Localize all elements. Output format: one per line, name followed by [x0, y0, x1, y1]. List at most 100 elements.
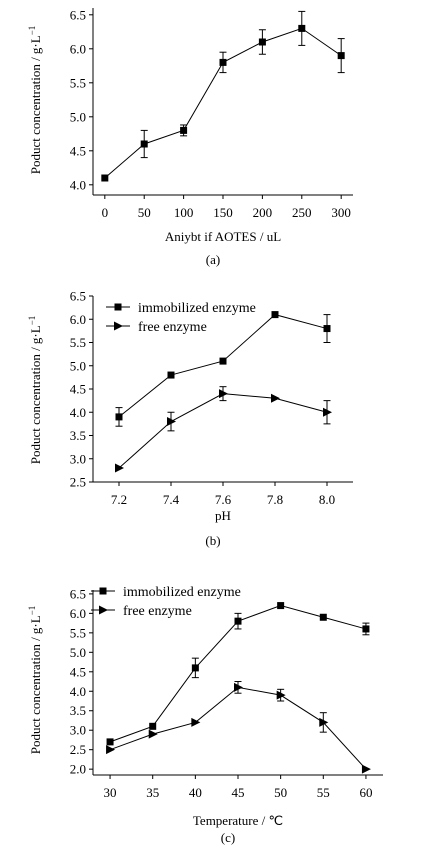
x-tick-label: 200 — [253, 205, 273, 220]
data-point — [106, 745, 116, 755]
data-point — [106, 738, 114, 746]
legend: immobilized enzyme free enzyme — [91, 585, 241, 619]
x-axis-label: pH — [215, 508, 231, 523]
data-point — [234, 682, 243, 692]
y-tick-label: 4.0 — [70, 684, 86, 699]
series-2 — [115, 386, 332, 473]
x-tick-label: 7.4 — [163, 492, 180, 507]
legend-label: immobilized enzyme — [138, 301, 256, 316]
x-tick-label: 150 — [213, 205, 233, 220]
y-tick-label: 2.5 — [70, 742, 86, 757]
y-axis-label-text: Poduct concentration / g·L — [28, 325, 43, 464]
y-tick-label: 4.0 — [70, 405, 86, 420]
data-point — [167, 417, 176, 427]
y-tick-label: 5.0 — [70, 109, 86, 124]
legend-marker — [99, 605, 108, 615]
x-tick-label: 45 — [232, 785, 245, 800]
data-point — [319, 613, 327, 621]
y-tick-label: 4.5 — [70, 382, 86, 397]
y-tick-label: 6.0 — [70, 41, 86, 56]
data-point — [167, 371, 175, 379]
chart-panel-3: 2.0 2.5 3.0 3.5 4.0 4.5 5.0 5.5 6.0 6.5 30 35 40 45 50… — [27, 585, 383, 845]
x-axis-label: Temperature / ℃ — [193, 813, 283, 828]
panel-label: (c) — [221, 830, 235, 845]
series-2 — [106, 681, 371, 774]
x-tick-label: 55 — [317, 785, 330, 800]
data-point — [337, 52, 345, 60]
data-point — [115, 413, 123, 421]
data-point — [101, 174, 109, 182]
y-tick-label: 6.5 — [70, 586, 86, 601]
data-point — [219, 357, 227, 365]
series-1 — [101, 10, 345, 182]
x-tick-label: 7.8 — [267, 492, 283, 507]
y-tick-label: 4.5 — [70, 664, 86, 679]
y-tick-label: 3.5 — [70, 703, 86, 718]
y-tick-label: 4.0 — [70, 177, 86, 192]
data-point — [271, 311, 279, 319]
legend-label: free enzyme — [138, 320, 207, 335]
panel-label: (b) — [205, 533, 220, 548]
data-point — [219, 389, 228, 399]
y-tick-label: 5.5 — [70, 335, 86, 350]
data-point — [319, 717, 329, 727]
chart-panel-2: 2.5 3.0 3.5 4.0 4.5 5.0 5.5 6.0 6.5 7.2 7.4 7.6 7.8 8… — [27, 289, 353, 548]
y-tick-label: 5.5 — [70, 625, 86, 640]
y-tick-label: 6.0 — [70, 606, 86, 621]
data-point — [258, 38, 266, 46]
y-axis-label: Poduct concentration / g·L−1 — [27, 316, 43, 465]
data-point — [219, 58, 227, 66]
y-axis-label-text: Poduct concentration / g·L — [28, 35, 43, 174]
y-tick-label: 6.5 — [70, 7, 86, 22]
y-tick-label: 2.5 — [70, 475, 86, 490]
y-tick-label: 4.5 — [70, 143, 86, 158]
x-tick-label: 50 — [138, 205, 151, 220]
x-tick-label: 35 — [146, 785, 159, 800]
y-tick-label: 5.5 — [70, 75, 86, 90]
panel-label: (a) — [206, 252, 220, 267]
data-point — [191, 717, 201, 727]
x-tick-label: 7.2 — [111, 492, 127, 507]
y-axis-label-text: Poduct concentration / g·L — [28, 615, 43, 754]
data-point — [323, 325, 331, 333]
data-point — [149, 722, 157, 730]
data-point — [277, 602, 285, 610]
data-point — [140, 140, 148, 148]
data-point — [361, 764, 371, 774]
y-tick-label: 6.0 — [70, 312, 86, 327]
x-tick-label: 8.0 — [319, 492, 335, 507]
data-point — [323, 407, 332, 417]
y-axis-label-exponent: −1 — [27, 316, 37, 326]
y-axis-label-exponent: −1 — [27, 606, 37, 616]
data-point — [234, 617, 242, 625]
y-axis-label: Poduct concentration / g·L−1 — [27, 606, 43, 755]
x-axis-label: Aniybt if AOTES / uL — [165, 229, 281, 244]
series-1 — [115, 311, 331, 427]
legend-label: immobilized enzyme — [123, 585, 241, 600]
x-tick-label: 50 — [274, 785, 287, 800]
legend: immobilized enzyme free enzyme — [106, 301, 256, 335]
data-point — [271, 393, 280, 403]
y-axis-label-exponent: −1 — [27, 26, 37, 36]
legend-marker — [99, 587, 107, 595]
y-tick-label: 2.0 — [70, 762, 86, 777]
data-point — [362, 625, 370, 633]
y-tick-label: 3.0 — [70, 451, 86, 466]
legend-marker — [114, 303, 122, 311]
data-point — [115, 463, 124, 473]
x-tick-label: 7.6 — [215, 492, 232, 507]
y-tick-label: 3.0 — [70, 723, 86, 738]
x-tick-label: 250 — [292, 205, 312, 220]
chart-panel-1: 4.0 4.5 5.0 5.5 6.0 6.5 0 50 100 150 200 250 300 Aniy… — [27, 7, 353, 267]
series-1 — [106, 602, 370, 746]
data-point — [148, 729, 158, 739]
data-point — [276, 690, 286, 700]
legend-label: free enzyme — [123, 604, 192, 619]
data-point — [298, 24, 306, 32]
series-line — [118, 393, 328, 469]
series-line — [104, 27, 342, 179]
data-point — [180, 126, 188, 134]
x-tick-label: 0 — [102, 205, 109, 220]
x-tick-label: 100 — [174, 205, 194, 220]
x-tick-label: 40 — [189, 785, 202, 800]
